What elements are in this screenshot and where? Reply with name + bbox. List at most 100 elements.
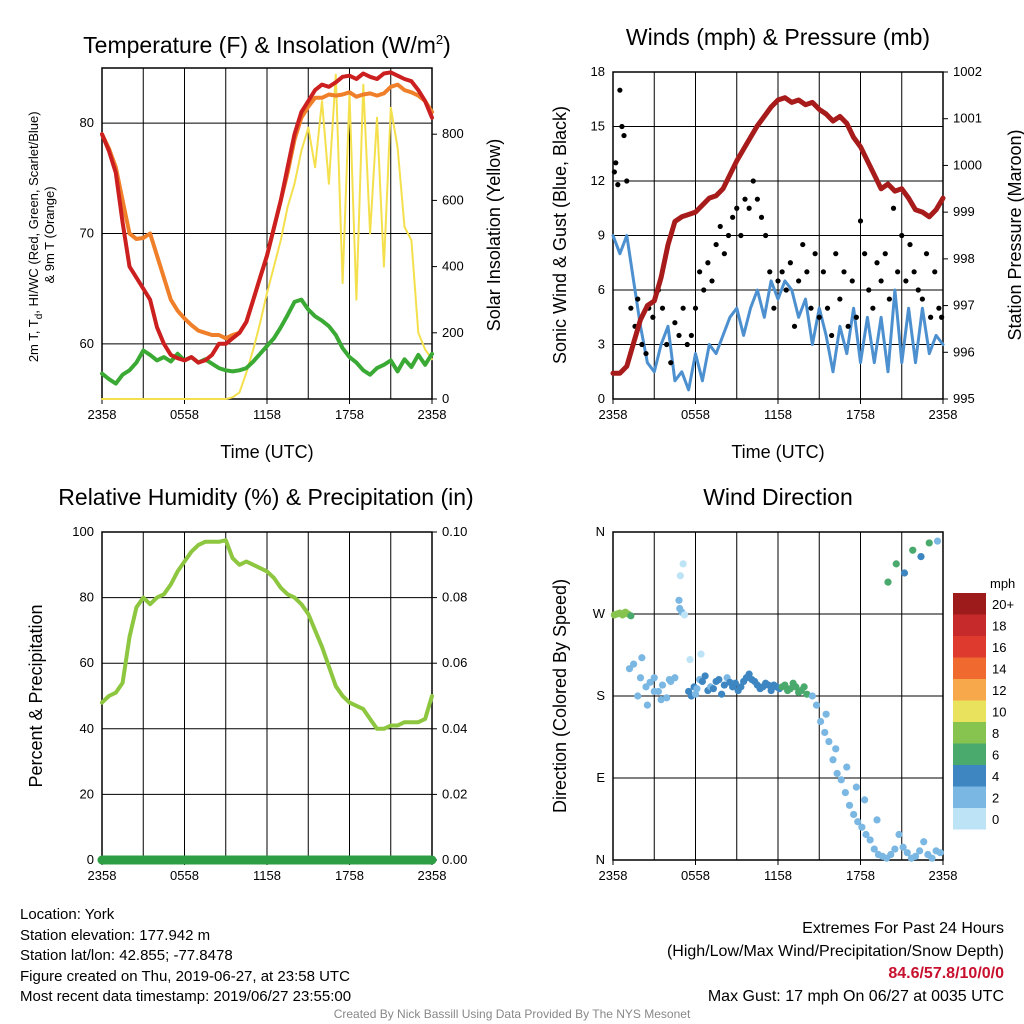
direction-point — [691, 690, 700, 698]
gust-point — [730, 214, 736, 220]
direction-point — [634, 692, 642, 700]
gust-point — [874, 260, 880, 266]
gust-point — [635, 296, 641, 302]
x-tick-label: 1758 — [846, 868, 875, 883]
direction-point — [764, 681, 772, 689]
gust-point — [829, 332, 835, 339]
direction-point — [862, 830, 870, 839]
gust-point — [701, 287, 707, 293]
gust-point — [767, 269, 773, 275]
direction-point — [697, 650, 705, 658]
y-tick-label: 9 — [598, 228, 605, 243]
temp-panel-title: Temperature (F) & Insolation (W/m2) — [83, 32, 451, 58]
x-tick-label: 2358 — [599, 868, 628, 883]
gust-point — [791, 323, 798, 329]
direction-point — [873, 816, 881, 824]
y2-tick-label: 998 — [953, 251, 975, 266]
wind-pressure-panel: Winds (mph) & Pressure (mb) Time (UTC) S… — [550, 24, 1024, 462]
direction-point — [625, 665, 634, 673]
direction-point — [884, 578, 892, 586]
direction-point — [833, 769, 841, 778]
direction-point — [781, 681, 789, 689]
direction-point — [861, 796, 869, 804]
gust-point — [684, 341, 690, 348]
y-tick-label: W — [593, 606, 606, 621]
direction-point — [817, 717, 825, 726]
legend-label: 2 — [992, 791, 999, 806]
legend-swatch — [953, 700, 986, 722]
direction-point — [892, 560, 900, 568]
direction-point — [895, 830, 903, 839]
direction-point — [693, 685, 701, 693]
gust-point — [911, 269, 917, 275]
location-text: Location: York — [20, 906, 115, 923]
direction-point — [936, 849, 944, 857]
y2-tick-label: 0.04 — [442, 721, 467, 736]
y2-tick-label: 1001 — [953, 111, 982, 126]
x-tick-label: 0558 — [681, 407, 710, 422]
gust-point — [895, 269, 901, 275]
gust-point — [717, 223, 723, 230]
y-tick-label: 80 — [80, 115, 94, 130]
gust-point — [692, 305, 699, 311]
gust-point — [939, 314, 945, 320]
direction-point — [679, 560, 687, 568]
gust-point — [754, 196, 760, 202]
x-tick-label: 2358 — [418, 868, 447, 883]
direction-point — [866, 836, 874, 844]
gust-point — [688, 332, 694, 339]
rh-plot-area: 0 20 40 60 80 100 0.00 0.02 0.04 0.06 0.08 0.10 2358… — [72, 524, 467, 883]
insolation-line — [101, 73, 433, 400]
direction-point — [720, 681, 728, 689]
direction-point — [891, 845, 899, 853]
direction-point — [909, 546, 917, 554]
gust-point — [738, 232, 744, 239]
direction-point — [899, 843, 907, 851]
direction-point — [657, 696, 665, 704]
credit-text: Created By Nick Bassill Using Data Provi… — [333, 1007, 691, 1021]
gust-point — [742, 196, 748, 202]
gust-point — [775, 278, 781, 284]
gust-point — [878, 278, 884, 284]
gust-point — [787, 260, 793, 266]
wind-panel-title: Winds (mph) & Pressure (mb) — [626, 24, 930, 50]
direction-point — [916, 847, 924, 855]
gust-point — [820, 269, 826, 275]
direction-point — [650, 674, 658, 682]
gust-point — [734, 205, 740, 211]
gust-point — [907, 241, 913, 248]
gust-point — [841, 269, 847, 275]
gust-point — [613, 160, 619, 166]
legend-swatch — [953, 593, 986, 615]
x-tick-label: 1758 — [335, 868, 364, 883]
latlon-text: Station lat/lon: 42.855; -77.8478 — [20, 947, 233, 964]
y2-tick-label: 1000 — [953, 157, 982, 172]
direction-point — [928, 854, 936, 862]
direction-point — [917, 553, 925, 561]
x-tick-label: 1158 — [764, 407, 792, 422]
direction-point — [701, 672, 709, 680]
legend-swatch — [953, 786, 986, 808]
gust-point — [800, 241, 806, 248]
gust-point — [763, 232, 769, 239]
direction-point — [800, 683, 808, 691]
extremes-subtitle: (High/Low/Max Wind/Precipitation/Snow De… — [666, 942, 1004, 960]
gust-point — [886, 296, 892, 302]
gust-point — [833, 251, 839, 257]
direction-point — [920, 838, 928, 846]
dewpoint-line — [100, 297, 434, 386]
gust-point — [639, 341, 645, 348]
temp_2m-line — [100, 70, 434, 365]
x-tick-label: 2358 — [929, 868, 958, 883]
y-tick-label: 0 — [598, 391, 605, 406]
x-tick-label: 1758 — [335, 407, 364, 422]
direction-point — [675, 596, 683, 604]
gust-point — [672, 320, 678, 326]
direction-point — [663, 694, 671, 702]
direction-point — [686, 655, 694, 664]
gust-point — [621, 132, 627, 139]
wind-line — [611, 234, 945, 392]
direction-point — [642, 683, 650, 691]
gust-point — [659, 305, 666, 311]
